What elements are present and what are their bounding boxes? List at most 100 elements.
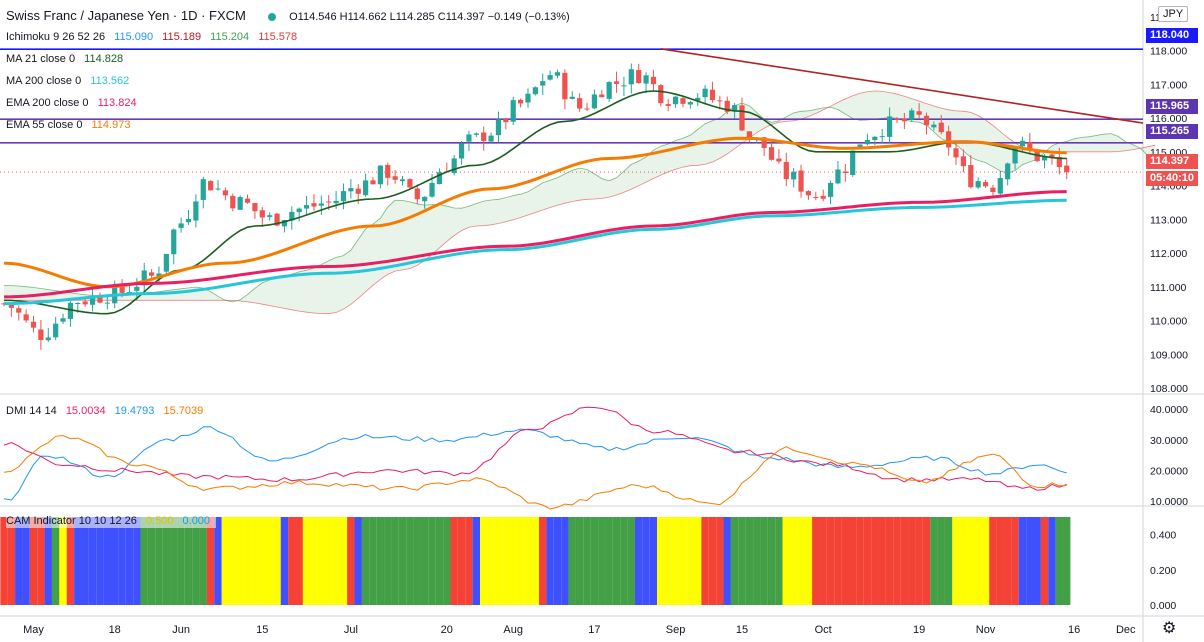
legend-ichimoku[interactable]: Ichimoku 9 26 52 26 115.090 115.189 115.… (6, 30, 303, 44)
candle-body (776, 158, 782, 162)
candle-body (414, 188, 420, 200)
legend-value: 115.578 (258, 31, 298, 43)
cam-bar (1063, 517, 1071, 605)
cam-bar (354, 517, 362, 605)
cam-bar (339, 517, 348, 605)
candle-body (1064, 165, 1070, 173)
cam-bar (539, 517, 547, 605)
candle-body (665, 104, 671, 106)
cam-bar (0, 517, 8, 605)
candle-body (687, 102, 693, 105)
candle-body (532, 87, 538, 95)
time-tick-label: 19 (913, 624, 925, 636)
cam-bar (111, 517, 119, 605)
cam-bar (177, 517, 185, 605)
cam-bar (922, 517, 931, 605)
candle-body (960, 156, 966, 167)
legend-ma200[interactable]: MA 200 close 0 113.562 (6, 74, 135, 88)
time-tick-label: Jul (344, 624, 358, 636)
cam-bar (37, 517, 45, 605)
cam-bar (996, 517, 1004, 605)
cam-bar (472, 517, 480, 605)
candle-body (392, 176, 398, 180)
cam-bar (229, 517, 237, 605)
last-price-label: 114.397 (1146, 154, 1198, 169)
cam-bar (789, 517, 798, 605)
candle-body (237, 196, 243, 210)
time-tick-label: Sep (666, 624, 686, 636)
time-tick-label: 18 (109, 624, 121, 636)
candle-body (75, 303, 81, 305)
cam-bar (214, 517, 222, 605)
cam-bar (989, 517, 997, 605)
candle-body (968, 165, 974, 188)
candle-body (827, 182, 834, 197)
cam-tick-label: 0.200 (1150, 565, 1176, 577)
candle-body (982, 182, 989, 187)
settings-gear-icon[interactable]: ⚙ (1162, 620, 1177, 637)
cam-bar (583, 517, 591, 605)
cam-bar (531, 517, 540, 605)
legend-ema55[interactable]: EMA 55 close 0 114.973 (6, 118, 136, 132)
cam-bar (480, 517, 488, 605)
cam-bar (753, 517, 761, 605)
dmi-line (3, 406, 1067, 491)
candle-body (643, 75, 649, 84)
cam-bar (701, 517, 709, 605)
price-tick-label: 108.000 (1150, 383, 1188, 395)
time-tick-label: May (23, 624, 44, 636)
legend-value: 15.0034 (65, 405, 106, 417)
cam-bar (620, 517, 628, 605)
legend-ma21[interactable]: MA 21 close 0 114.828 (6, 52, 129, 66)
candle-body (591, 94, 597, 109)
candle-body (119, 283, 125, 293)
cam-bar (332, 517, 340, 605)
cam-bar (243, 517, 252, 605)
cam-bar (981, 517, 990, 605)
cam-bar (44, 517, 52, 605)
dmi-tick-label: 30.0000 (1150, 435, 1188, 447)
cam-bar (369, 517, 377, 605)
candle-body (650, 76, 657, 85)
legend-label: DMI 14 14 (6, 405, 57, 417)
symbol-title[interactable]: Swiss Franc / Japanese Yen · 1D · FXCM (6, 8, 246, 23)
cam-bar (812, 517, 820, 605)
cam-bar (7, 517, 16, 605)
cam-bar (627, 517, 635, 605)
time-tick-label: Oct (815, 624, 832, 636)
legend-label: CAM Indicator 10 10 12 26 (6, 515, 137, 527)
legend-dmi[interactable]: DMI 14 14 15.0034 19.4793 15.7039 (6, 404, 209, 418)
candle-body (916, 111, 922, 115)
cam-bar (524, 517, 532, 605)
cam-bar (686, 517, 695, 605)
candle-body (311, 203, 317, 207)
candle-body (680, 98, 686, 104)
legend-value: 114.828 (84, 53, 124, 65)
cam-bar (1040, 517, 1049, 605)
candle-body (488, 135, 494, 142)
candle-body (562, 72, 568, 100)
candle-body (953, 148, 959, 158)
candle-body (340, 191, 347, 202)
candle-body (481, 132, 487, 141)
cam-bar (849, 517, 857, 605)
cam-bar (251, 517, 259, 605)
candle-body (909, 110, 915, 120)
cam-bar (376, 517, 385, 605)
candle-body (842, 171, 848, 173)
dmi-tick-label: 10.0000 (1150, 496, 1188, 508)
candle-body (1049, 154, 1055, 159)
legend-ema200[interactable]: EMA 200 close 0 113.824 (6, 96, 143, 110)
candle-body (104, 302, 110, 304)
time-tick-label: 20 (441, 624, 453, 636)
cam-bar (413, 517, 421, 605)
legend-cam[interactable]: CAM Indicator 10 10 12 26 0.500 0.000 (6, 514, 217, 528)
candle-body (215, 188, 221, 190)
candle-body (599, 94, 605, 98)
legend-value: 15.7039 (163, 405, 204, 417)
currency-button[interactable]: JPY (1158, 6, 1189, 22)
candle-body (8, 303, 14, 308)
ohlc-values: O114.546 H114.662 L114.285 C114.397 −0.1… (289, 11, 570, 23)
cam-bar (664, 517, 672, 605)
